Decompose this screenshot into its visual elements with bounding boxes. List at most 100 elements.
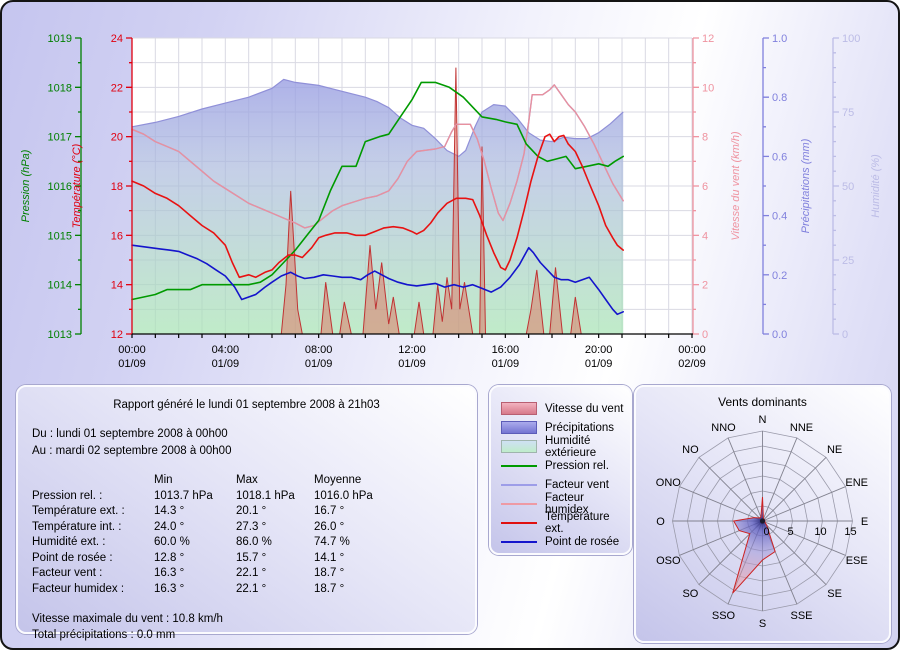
report-panel: Rapport généré le lundi 01 septembre 200…	[16, 385, 477, 641]
svg-text:15: 15	[844, 526, 856, 538]
table-row-label: Facteur humidex :	[32, 582, 125, 595]
svg-text:4: 4	[702, 230, 708, 242]
svg-text:00:00: 00:00	[678, 344, 706, 356]
svg-text:Pression (hPa): Pression (hPa)	[20, 149, 32, 222]
svg-text:SSO: SSO	[712, 610, 736, 622]
legend-item: Température ext.	[501, 511, 630, 535]
table-row-label: Humidité ext. :	[32, 536, 106, 548]
svg-text:S: S	[759, 618, 766, 630]
svg-text:1018: 1018	[48, 82, 72, 94]
svg-text:SSE: SSE	[790, 610, 812, 622]
svg-text:NNE: NNE	[790, 422, 813, 434]
chart-legend-panel: Vitesse du vent Précipitations Humidité ex…	[489, 385, 632, 555]
table-cell-moyenne: 16.7 °	[314, 505, 345, 517]
table-cell-max: 22.1 °	[236, 567, 267, 579]
svg-text:Température (°C): Température (°C)	[71, 143, 83, 228]
table-cell-max: 86.0 %	[236, 536, 272, 548]
svg-text:1017: 1017	[48, 132, 72, 144]
table-cell-min: 1013.7 hPa	[154, 489, 213, 502]
svg-text:00:00: 00:00	[118, 344, 146, 356]
table-cell-max: 22.1 °	[236, 582, 267, 595]
svg-text:25: 25	[842, 255, 854, 267]
table-cell-max: 1018.1 hPa	[236, 489, 295, 502]
svg-text:1.0: 1.0	[772, 33, 787, 45]
svg-text:0.6: 0.6	[772, 151, 787, 163]
report-title: Rapport généré le lundi 01 septembre 200…	[113, 399, 380, 411]
table-cell-moyenne: 26.0 °	[314, 520, 345, 533]
svg-text:01/09: 01/09	[585, 358, 613, 370]
legend-item-label: Point de rosée	[545, 535, 620, 548]
svg-text:16: 16	[111, 230, 123, 242]
svg-text:ONO: ONO	[656, 477, 682, 489]
svg-text:16:00: 16:00	[492, 344, 520, 356]
svg-text:NNO: NNO	[711, 422, 736, 434]
legend-line-swatch	[501, 502, 537, 505]
svg-text:OSO: OSO	[656, 555, 681, 567]
table-cell-max: 20.1 °	[236, 505, 267, 517]
report-total-precip: Total précipitations : 0.0 mm	[32, 629, 176, 641]
svg-text:0: 0	[702, 329, 708, 341]
table-row-label: Point de rosée :	[32, 551, 113, 564]
svg-text:1019: 1019	[48, 33, 72, 45]
svg-text:0: 0	[842, 329, 848, 341]
table-cell-moyenne: 14.1 °	[314, 551, 345, 564]
svg-text:ESE: ESE	[846, 555, 868, 567]
svg-text:2: 2	[702, 280, 708, 292]
svg-text:22: 22	[111, 82, 123, 94]
legend-item-label: Facteur humidex	[545, 491, 589, 516]
legend-item-label: Pression rel.	[545, 459, 609, 472]
svg-text:04:00: 04:00	[212, 344, 240, 356]
legend-line-swatch	[501, 540, 537, 543]
svg-text:12: 12	[111, 329, 123, 341]
table-row-label: Facteur vent :	[32, 567, 103, 579]
report-period-to: Au : mardi 02 septembre 2008 à 00h00	[32, 445, 232, 457]
legend-item-label: Humidité extérieure	[545, 434, 597, 459]
table-cell-moyenne: 18.7 °	[314, 582, 345, 595]
legend-item-label: Précipitations	[545, 421, 615, 434]
legend-item: Facteur humidex	[501, 491, 630, 516]
svg-text:1014: 1014	[48, 280, 72, 292]
legend-item: Pression rel.	[501, 456, 630, 475]
svg-text:01/09: 01/09	[492, 358, 520, 370]
svg-text:5: 5	[787, 526, 793, 538]
svg-text:02/09: 02/09	[678, 358, 706, 370]
svg-text:1016: 1016	[48, 181, 72, 193]
svg-text:1015: 1015	[48, 230, 72, 242]
svg-text:01/09: 01/09	[305, 358, 333, 370]
svg-text:01/09: 01/09	[398, 358, 426, 370]
svg-text:Précipitations (mm): Précipitations (mm)	[800, 138, 812, 233]
svg-text:0.8: 0.8	[772, 92, 787, 104]
legend-area-swatch	[501, 402, 537, 415]
svg-text:75: 75	[842, 107, 854, 119]
table-cell-min: 24.0 °	[154, 520, 185, 533]
table-corner	[32, 473, 154, 489]
legend-item-label: Vitesse du vent	[545, 402, 624, 415]
table-cell-moyenne: 1016.0 hPa	[314, 489, 373, 502]
legend-item: Facteur vent	[501, 475, 630, 494]
report-stats-table: Min Max Moyenne Pression rel. : 1013.7 hPa 10…	[32, 473, 461, 597]
wind-rose-title: Vents dominants	[718, 395, 807, 409]
legend-line-swatch	[501, 521, 537, 524]
legend-area-swatch	[501, 440, 537, 453]
legend-line-swatch	[501, 483, 537, 486]
report-max-wind: Vitesse maximale du vent : 10.8 km/h	[32, 613, 223, 625]
svg-text:NE: NE	[827, 444, 842, 456]
legend-line-swatch	[501, 464, 537, 467]
svg-text:01/09: 01/09	[118, 358, 146, 370]
svg-text:NO: NO	[682, 444, 699, 456]
svg-text:0.0: 0.0	[772, 329, 787, 341]
svg-text:SE: SE	[827, 588, 842, 600]
svg-text:01/09: 01/09	[212, 358, 240, 370]
table-column-header: Min	[154, 474, 173, 486]
svg-text:O: O	[656, 516, 665, 528]
table-row-label: Température ext. :	[32, 505, 125, 517]
table-row-label: Température int. :	[32, 520, 122, 533]
svg-text:0.4: 0.4	[772, 211, 787, 223]
svg-text:6: 6	[702, 181, 708, 193]
report-footer: Vitesse maximale du vent : 10.8 km/h Tot…	[32, 611, 461, 643]
svg-text:100: 100	[842, 33, 860, 45]
svg-text:50: 50	[842, 181, 854, 193]
wind-rose-panel: Vents dominants N NNE NE ENE E ESE SE SSE S SSO SO…	[634, 385, 891, 643]
